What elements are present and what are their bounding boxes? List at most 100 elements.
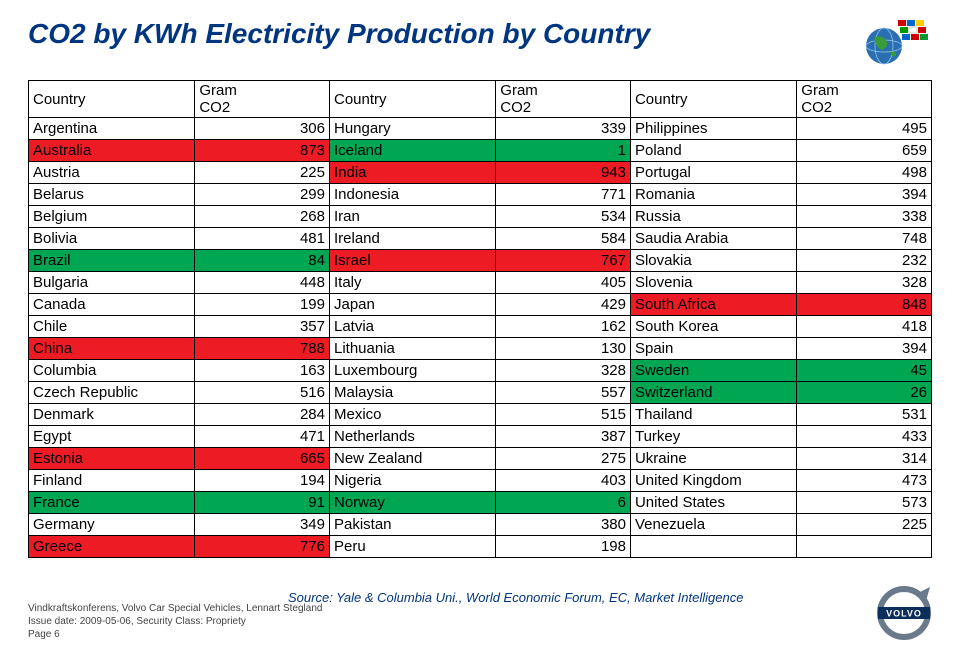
cell-value: 448 — [195, 272, 330, 294]
meta-line-2: Issue date: 2009-05-06, Security Class: … — [28, 615, 932, 628]
cell-country: Indonesia — [329, 184, 495, 206]
cell-value: 515 — [496, 404, 631, 426]
table-row: Germany349Pakistan380Venezuela225 — [29, 514, 932, 536]
table-row: Columbia163Luxembourg328Sweden45 — [29, 360, 932, 382]
table-row: Belarus299Indonesia771Romania394 — [29, 184, 932, 206]
cell-value: 788 — [195, 338, 330, 360]
cell-value: 299 — [195, 184, 330, 206]
table-row: Australia873Iceland1Poland659 — [29, 140, 932, 162]
cell-country: Belarus — [29, 184, 195, 206]
cell-value: 163 — [195, 360, 330, 382]
cell-value: 429 — [496, 294, 631, 316]
cell-value: 162 — [496, 316, 631, 338]
col-country-2: Country — [329, 81, 495, 118]
cell-country: United Kingdom — [630, 470, 796, 492]
cell-country: Malaysia — [329, 382, 495, 404]
cell-value: 194 — [195, 470, 330, 492]
cell-country: United States — [630, 492, 796, 514]
cell-country: South Africa — [630, 294, 796, 316]
cell-value: 380 — [496, 514, 631, 536]
cell-value: 199 — [195, 294, 330, 316]
cell-country: Sweden — [630, 360, 796, 382]
cell-country: Russia — [630, 206, 796, 228]
cell-value: 198 — [496, 536, 631, 558]
cell-value: 394 — [797, 338, 932, 360]
table-row: Chile357Latvia162South Korea418 — [29, 316, 932, 338]
cell-value: 659 — [797, 140, 932, 162]
cell-value: 405 — [496, 272, 631, 294]
table-row: Greece776Peru198 — [29, 536, 932, 558]
table-header-row: Country GramCO2 Country GramCO2 Country … — [29, 81, 932, 118]
cell-value: 225 — [195, 162, 330, 184]
cell-country: Bolivia — [29, 228, 195, 250]
cell-country: Bulgaria — [29, 272, 195, 294]
table-row: Finland194Nigeria403United Kingdom473 — [29, 470, 932, 492]
cell-value: 45 — [797, 360, 932, 382]
meta-line-3: Page 6 — [28, 628, 932, 641]
table-row: Estonia665New Zealand275Ukraine314 — [29, 448, 932, 470]
col-gram-1: GramCO2 — [195, 81, 330, 118]
cell-country: Slovakia — [630, 250, 796, 272]
cell-country: Italy — [329, 272, 495, 294]
cell-country: Saudia Arabia — [630, 228, 796, 250]
col-gram-3: GramCO2 — [797, 81, 932, 118]
table-row: Czech Republic516Malaysia557Switzerland2… — [29, 382, 932, 404]
cell-country: Turkey — [630, 426, 796, 448]
cell-country: Pakistan — [329, 514, 495, 536]
cell-country: Poland — [630, 140, 796, 162]
cell-country: Denmark — [29, 404, 195, 426]
cell-country: India — [329, 162, 495, 184]
cell-country: Israel — [329, 250, 495, 272]
cell-value: 531 — [797, 404, 932, 426]
cell-value: 748 — [797, 228, 932, 250]
cell-country: Thailand — [630, 404, 796, 426]
cell-value: 275 — [496, 448, 631, 470]
cell-value: 328 — [496, 360, 631, 382]
cell-value: 6 — [496, 492, 631, 514]
cell-country: Portugal — [630, 162, 796, 184]
cell-country: Lithuania — [329, 338, 495, 360]
cell-country: Switzerland — [630, 382, 796, 404]
cell-country: Greece — [29, 536, 195, 558]
cell-value: 418 — [797, 316, 932, 338]
cell-value: 516 — [195, 382, 330, 404]
cell-value: 338 — [797, 206, 932, 228]
cell-value: 268 — [195, 206, 330, 228]
cell-value: 328 — [797, 272, 932, 294]
cell-country: Slovenia — [630, 272, 796, 294]
table-row: Denmark284Mexico515Thailand531 — [29, 404, 932, 426]
footer-meta: Vindkraftskonferens, Volvo Car Special V… — [28, 602, 932, 641]
cell-country: France — [29, 492, 195, 514]
cell-country: Chile — [29, 316, 195, 338]
cell-value: 394 — [797, 184, 932, 206]
cell-value: 776 — [195, 536, 330, 558]
cell-country: Estonia — [29, 448, 195, 470]
cell-country: Brazil — [29, 250, 195, 272]
cell-value: 481 — [195, 228, 330, 250]
table-row: Argentina306Hungary339Philippines495 — [29, 118, 932, 140]
cell-country: Spain — [630, 338, 796, 360]
cell-value: 232 — [797, 250, 932, 272]
cell-value — [797, 536, 932, 558]
cell-country: Hungary — [329, 118, 495, 140]
cell-value: 357 — [195, 316, 330, 338]
cell-country: Ireland — [329, 228, 495, 250]
col-gram-2: GramCO2 — [496, 81, 631, 118]
cell-country: New Zealand — [329, 448, 495, 470]
co2-table: Country GramCO2 Country GramCO2 Country … — [28, 80, 932, 558]
cell-country: Ukraine — [630, 448, 796, 470]
cell-country: Nigeria — [329, 470, 495, 492]
cell-country: Japan — [329, 294, 495, 316]
cell-country: Columbia — [29, 360, 195, 382]
cell-country: Mexico — [329, 404, 495, 426]
cell-value: 26 — [797, 382, 932, 404]
table-row: Bulgaria448Italy405Slovenia328 — [29, 272, 932, 294]
cell-country: Germany — [29, 514, 195, 536]
table-row: Brazil84Israel767Slovakia232 — [29, 250, 932, 272]
cell-value: 387 — [496, 426, 631, 448]
table-row: China788Lithuania130Spain394 — [29, 338, 932, 360]
slide-title: CO2 by KWh Electricity Production by Cou… — [28, 18, 650, 50]
cell-value: 306 — [195, 118, 330, 140]
cell-value: 130 — [496, 338, 631, 360]
cell-country: Belgium — [29, 206, 195, 228]
